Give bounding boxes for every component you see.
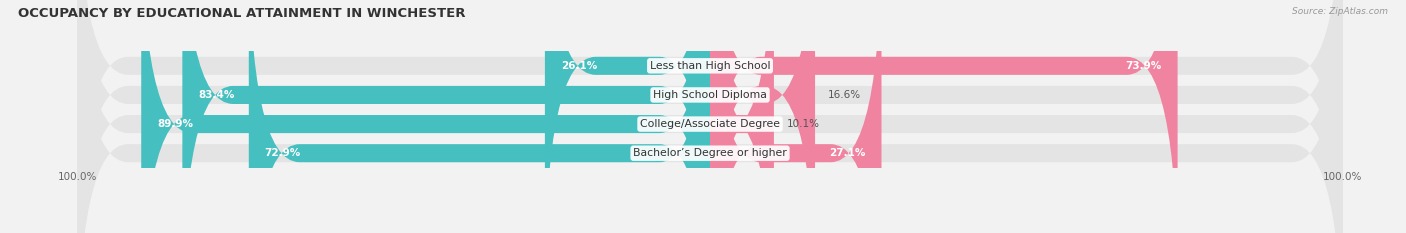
Text: 27.1%: 27.1%	[830, 148, 866, 158]
Text: Less than High School: Less than High School	[650, 61, 770, 71]
FancyBboxPatch shape	[77, 0, 1343, 233]
FancyBboxPatch shape	[710, 0, 773, 233]
Text: OCCUPANCY BY EDUCATIONAL ATTAINMENT IN WINCHESTER: OCCUPANCY BY EDUCATIONAL ATTAINMENT IN W…	[18, 7, 465, 20]
FancyBboxPatch shape	[710, 0, 815, 233]
Text: Bachelor’s Degree or higher: Bachelor’s Degree or higher	[633, 148, 787, 158]
FancyBboxPatch shape	[710, 0, 882, 233]
Text: 10.1%: 10.1%	[786, 119, 820, 129]
Text: College/Associate Degree: College/Associate Degree	[640, 119, 780, 129]
FancyBboxPatch shape	[710, 0, 1178, 233]
Text: 72.9%: 72.9%	[264, 148, 301, 158]
FancyBboxPatch shape	[141, 0, 710, 233]
Text: 26.1%: 26.1%	[561, 61, 598, 71]
Text: Source: ZipAtlas.com: Source: ZipAtlas.com	[1292, 7, 1388, 16]
Text: 73.9%: 73.9%	[1126, 61, 1161, 71]
Text: 83.4%: 83.4%	[198, 90, 235, 100]
FancyBboxPatch shape	[546, 0, 710, 233]
FancyBboxPatch shape	[77, 0, 1343, 233]
Text: High School Diploma: High School Diploma	[654, 90, 766, 100]
Text: 16.6%: 16.6%	[828, 90, 860, 100]
Text: 89.9%: 89.9%	[157, 119, 193, 129]
FancyBboxPatch shape	[183, 0, 710, 233]
FancyBboxPatch shape	[77, 0, 1343, 233]
FancyBboxPatch shape	[77, 0, 1343, 233]
FancyBboxPatch shape	[249, 0, 710, 233]
